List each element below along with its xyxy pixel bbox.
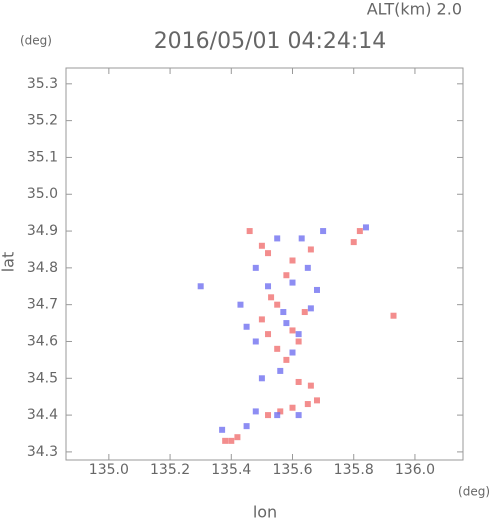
radar-point [362, 224, 369, 231]
radar-point [243, 323, 250, 330]
radar-point [237, 301, 244, 308]
radar-point [277, 367, 284, 374]
radar-point [274, 412, 281, 419]
radar-point [265, 283, 272, 290]
radar-point [246, 228, 253, 235]
radar-point [304, 401, 311, 408]
plot-frame [65, 67, 464, 461]
radar-point [313, 397, 320, 404]
radar-point [289, 404, 296, 411]
radar-point [274, 235, 281, 242]
radar-point [390, 312, 397, 319]
radar-point [295, 331, 302, 338]
y-tick-label: 34.4 [27, 407, 58, 423]
chart-title: 2016/05/01 04:24:14 [154, 29, 387, 54]
radar-point [304, 264, 311, 271]
y-tick-label: 34.5 [27, 370, 58, 386]
y-tick-label: 35.3 [27, 76, 58, 92]
y-tick-label: 34.6 [27, 333, 58, 349]
altitude-label: ALT(km) 2.0 [367, 0, 462, 19]
radar-point [274, 345, 281, 352]
radar-point [283, 320, 290, 327]
radar-point [301, 309, 308, 316]
radar-point [307, 305, 314, 312]
radar-point [289, 327, 296, 334]
radar-point [289, 279, 296, 286]
radar-point [350, 239, 357, 246]
radar-point [313, 286, 320, 293]
radar-point [228, 437, 235, 444]
radar-point [258, 242, 265, 249]
radar-point [234, 434, 241, 441]
radar-point [268, 294, 275, 301]
radar-point [258, 375, 265, 382]
radar-point [222, 437, 229, 444]
radar-point [307, 382, 314, 389]
y-unit: (deg) [20, 34, 52, 48]
x-axis-label: lon [253, 503, 277, 521]
radar-point [252, 408, 259, 415]
radar-point [295, 378, 302, 385]
radar-point [307, 246, 314, 253]
x-tick-label: 135.2 [150, 462, 190, 478]
radar-point [298, 235, 305, 242]
y-tick-label: 34.7 [27, 297, 58, 313]
radar-point [295, 338, 302, 345]
radar-point [277, 408, 284, 415]
x-tick-label: 135.4 [211, 462, 251, 478]
x-tick-label: 135.6 [272, 462, 312, 478]
radar-point [243, 423, 250, 430]
radar-point [283, 356, 290, 363]
x-tick-label: 135.0 [89, 462, 129, 478]
radar-point [265, 250, 272, 257]
radar-point [197, 283, 204, 290]
radar-point [265, 331, 272, 338]
radar-point [274, 301, 281, 308]
y-tick-label: 34.9 [27, 223, 58, 239]
x-tick-label: 136.0 [395, 462, 435, 478]
y-tick-label: 34.3 [27, 444, 58, 460]
radar-point [283, 272, 290, 279]
y-tick-label: 34.8 [27, 260, 58, 276]
x-tick-label: 135.8 [334, 462, 374, 478]
radar-point [280, 309, 287, 316]
radar-point [320, 228, 327, 235]
y-tick-label: 35.0 [27, 186, 58, 202]
radar-point [265, 412, 272, 419]
y-tick-label: 35.1 [27, 149, 58, 165]
y-tick-label: 35.2 [27, 113, 58, 129]
radar-point [295, 412, 302, 419]
radar-point [356, 228, 363, 235]
radar-point [252, 338, 259, 345]
radar-point [219, 426, 226, 433]
radar-point [252, 264, 259, 271]
y-axis-label: lat [0, 252, 18, 273]
x-unit: (deg) [458, 485, 490, 499]
radar-point [258, 316, 265, 323]
radar-point [289, 349, 296, 356]
radar-point [289, 257, 296, 264]
